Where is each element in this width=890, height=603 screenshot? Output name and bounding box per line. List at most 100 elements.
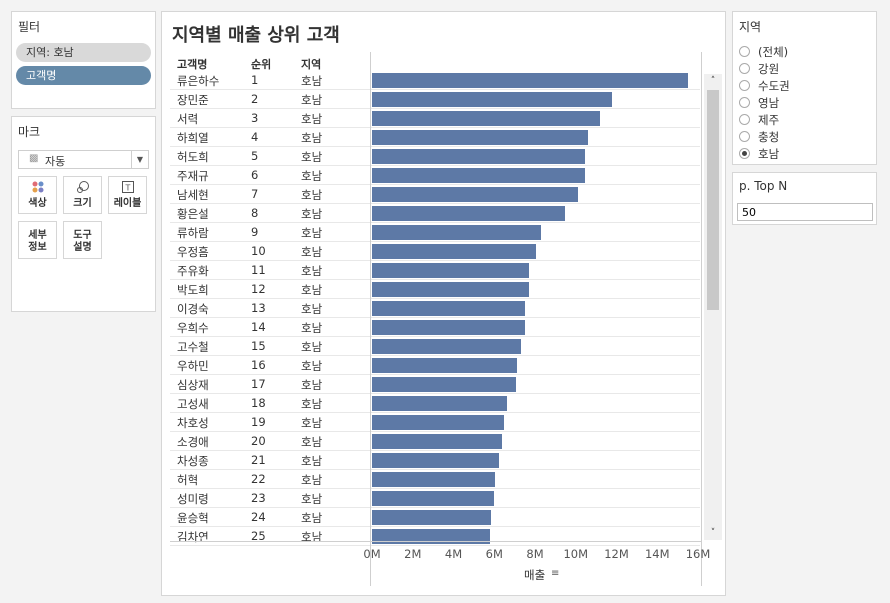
sales-bar[interactable] (372, 130, 588, 145)
sales-bar[interactable] (372, 111, 601, 126)
scroll-down-icon[interactable]: ˅ (710, 528, 716, 538)
table-row[interactable]: 허도희 5 호남 (170, 147, 700, 166)
sales-bar[interactable] (372, 73, 688, 88)
table-row[interactable]: 우하민 16 호남 (170, 356, 700, 375)
region-option-label: 수도권 (758, 79, 790, 93)
rank-cell: 22 (251, 472, 266, 486)
customer-name: 박도희 (177, 283, 209, 297)
mark-type-dropdown[interactable]: ▩ 자동 ▼ (18, 150, 149, 169)
table-row[interactable]: 박도희 12 호남 (170, 280, 700, 299)
column-header-region[interactable]: 지역 (301, 58, 322, 71)
column-header-customer[interactable]: 고객명 (177, 58, 208, 71)
sales-bar[interactable] (372, 301, 525, 316)
sales-bar[interactable] (372, 225, 542, 240)
detail-button[interactable]: 세부 정보 (18, 221, 57, 259)
table-row[interactable]: 류은하수 1 호남 (170, 71, 700, 90)
table-row[interactable]: 우희수 14 호남 (170, 318, 700, 337)
row-separator (170, 279, 700, 280)
table-row[interactable]: 고성새 18 호남 (170, 394, 700, 413)
table-row[interactable]: 우정흠 10 호남 (170, 242, 700, 261)
scroll-up-icon[interactable]: ˄ (710, 76, 716, 86)
table-row[interactable]: 남세현 7 호남 (170, 185, 700, 204)
table-row[interactable]: 차호성 19 호남 (170, 413, 700, 432)
filter-pill-customer[interactable]: 고객명 (16, 66, 151, 85)
table-row[interactable]: 윤승혁 24 호남 (170, 508, 700, 527)
sales-bar[interactable] (372, 320, 525, 335)
rank-cell: 11 (251, 263, 266, 277)
table-row[interactable]: 주유화 11 호남 (170, 261, 700, 280)
size-button[interactable]: 크기 (63, 176, 102, 214)
sales-bar[interactable] (372, 396, 508, 411)
table-row[interactable]: 주재규 6 호남 (170, 166, 700, 185)
filter-pill-region[interactable]: 지역: 호남 (16, 43, 151, 62)
sales-bar[interactable] (372, 529, 491, 544)
chevron-down-icon[interactable]: ▼ (131, 151, 148, 168)
sales-bar[interactable] (372, 187, 578, 202)
table-row[interactable]: 이경숙 13 호남 (170, 299, 700, 318)
label-button[interactable]: T 레이블 (108, 176, 147, 214)
radio-circle-icon[interactable] (739, 148, 750, 159)
scrollbar-thumb[interactable] (707, 90, 719, 310)
tooltip-button[interactable]: 도구 설명 (63, 221, 102, 259)
region-option-label: 영남 (758, 96, 780, 110)
customer-name: 윤승혁 (177, 511, 209, 525)
customer-name: 우정흠 (177, 245, 209, 259)
sales-bar[interactable] (372, 149, 585, 164)
topn-input[interactable] (737, 203, 873, 221)
table-row[interactable]: 황은설 8 호남 (170, 204, 700, 223)
column-header-rank[interactable]: 순위 (251, 58, 272, 71)
sales-bar[interactable] (372, 434, 503, 449)
table-row[interactable]: 김차연 25 호남 (170, 527, 700, 546)
row-separator (170, 146, 700, 147)
row-separator (170, 526, 700, 527)
table-row[interactable]: 소경애 20 호남 (170, 432, 700, 451)
table-row[interactable]: 서력 3 호남 (170, 109, 700, 128)
region-title: 지역 (739, 20, 762, 34)
row-separator (170, 184, 700, 185)
chart-title: 지역별 매출 상위 고객 (172, 25, 340, 46)
table-row[interactable]: 허혁 22 호남 (170, 470, 700, 489)
x-tick-label: 2M (404, 547, 422, 561)
sales-bar[interactable] (372, 510, 492, 525)
sales-bar[interactable] (372, 244, 537, 259)
x-tick-label: 8M (526, 547, 544, 561)
rank-cell: 2 (251, 92, 259, 106)
row-separator (170, 260, 700, 261)
radio-circle-icon[interactable] (739, 97, 750, 108)
sales-bar[interactable] (372, 339, 521, 354)
sales-bar[interactable] (372, 377, 516, 392)
table-row[interactable]: 하희열 4 호남 (170, 128, 700, 147)
region-cell: 호남 (301, 169, 323, 183)
rank-cell: 14 (251, 320, 266, 334)
radio-circle-icon[interactable] (739, 114, 750, 125)
region-cell: 호남 (301, 74, 323, 88)
region-option-label: 호남 (758, 147, 780, 161)
table-row[interactable]: 장민준 2 호남 (170, 90, 700, 109)
radio-circle-icon[interactable] (739, 63, 750, 74)
customer-name: 차호성 (177, 416, 209, 430)
sales-bar[interactable] (372, 92, 613, 107)
table-row[interactable]: 고수철 15 호남 (170, 337, 700, 356)
region-cell: 호남 (301, 378, 323, 392)
sales-bar[interactable] (372, 453, 500, 468)
sales-bar[interactable] (372, 168, 585, 183)
sales-bar[interactable] (372, 472, 496, 487)
radio-circle-icon[interactable] (739, 46, 750, 57)
radio-circle-icon[interactable] (739, 131, 750, 142)
radio-circle-icon[interactable] (739, 80, 750, 91)
sales-bar[interactable] (372, 206, 565, 221)
color-button[interactable]: 색상 (18, 176, 57, 214)
table-row[interactable]: 차성종 21 호남 (170, 451, 700, 470)
sales-bar[interactable] (372, 263, 529, 278)
sales-bar[interactable] (372, 282, 529, 297)
table-row[interactable]: 류하람 9 호남 (170, 223, 700, 242)
sales-bar[interactable] (372, 415, 505, 430)
table-row[interactable]: 성미령 23 호남 (170, 489, 700, 508)
sales-bar[interactable] (372, 491, 495, 506)
sort-icon[interactable]: ≡ (551, 568, 560, 579)
customer-name: 우희수 (177, 321, 209, 335)
table-row[interactable]: 심상재 17 호남 (170, 375, 700, 394)
sales-bar[interactable] (372, 358, 517, 373)
label-button-label: 레이블 (113, 198, 142, 209)
customer-name: 황은설 (177, 207, 209, 221)
